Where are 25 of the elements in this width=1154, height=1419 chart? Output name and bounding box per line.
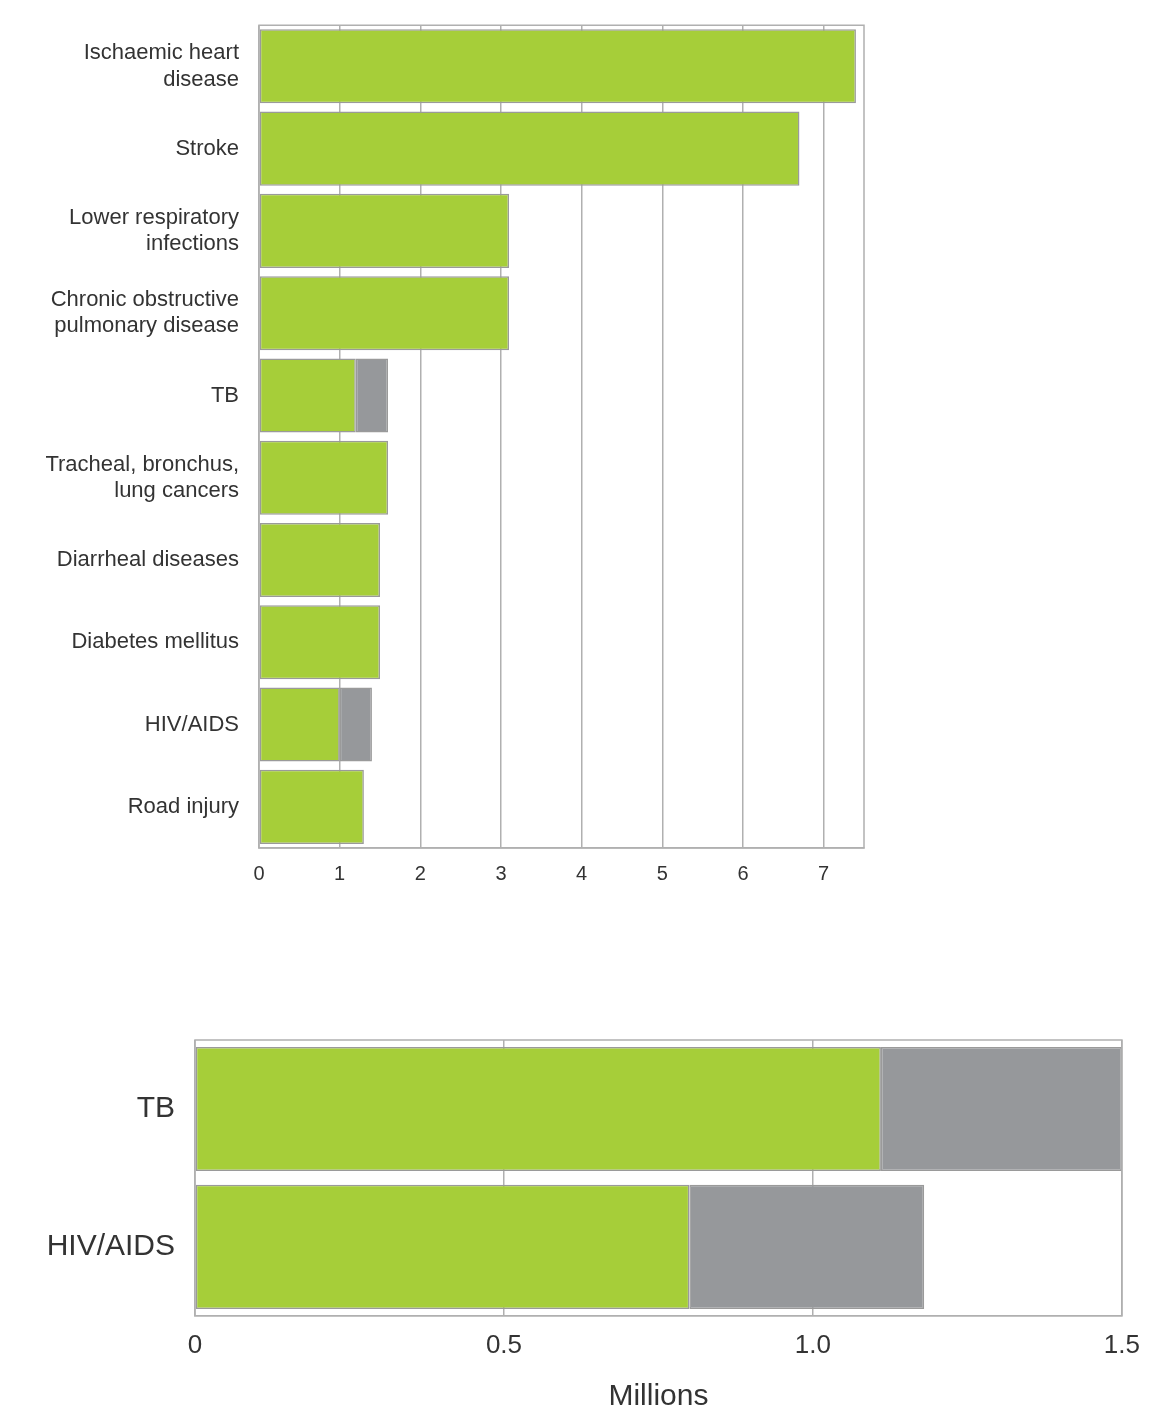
y-tick-label: Ischaemic heart disease xyxy=(83,39,239,91)
y-tick-label: Tracheal, bronchus, lung cancers xyxy=(45,450,239,502)
y-tick-label: Chronic obstructive pulmonary disease xyxy=(50,286,239,338)
y-tick-label: TB xyxy=(210,381,239,407)
x-tick-label: 1.0 xyxy=(794,1328,832,1359)
x-tick-label: 1 xyxy=(334,861,346,884)
y-tick-label: HIV/AIDS xyxy=(46,1228,175,1262)
x-tick-label: 1.5 xyxy=(1103,1328,1141,1359)
x-tick-label: 2 xyxy=(414,861,426,884)
x-tick-label: 5 xyxy=(656,861,668,884)
x-tick-label: 0 xyxy=(253,861,265,884)
x-tick-label: 0.5 xyxy=(485,1328,523,1359)
y-tick-label: Lower respiratory infections xyxy=(69,203,239,256)
y-tick-label: Diabetes mellitus xyxy=(71,628,239,654)
x-tick-label: 6 xyxy=(737,861,749,884)
y-tick-label: Stroke xyxy=(175,134,239,160)
x-tick-label: 4 xyxy=(576,861,588,884)
x-tick-label: 7 xyxy=(818,861,830,884)
y-tick-label: Road injury xyxy=(127,792,239,818)
y-tick-label: HIV/AIDS xyxy=(144,710,239,736)
x-tick-label: 0 xyxy=(187,1328,203,1359)
y-tick-label: TB xyxy=(136,1090,175,1124)
x-axis-title: Millions xyxy=(608,1378,709,1412)
x-tick-label: 3 xyxy=(495,861,507,884)
y-tick-label: Diarrheal diseases xyxy=(56,546,239,572)
